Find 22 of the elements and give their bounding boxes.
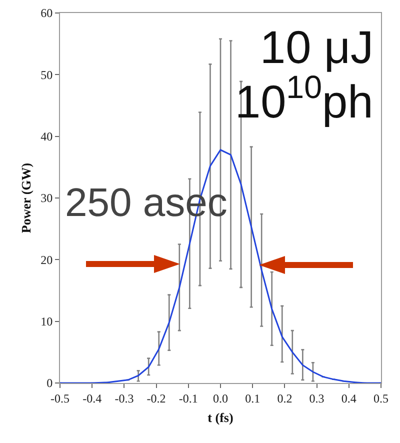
x-tick-label: 0.0	[213, 391, 228, 406]
x-axis-title: t (fs)	[208, 410, 234, 425]
y-tick-label: 20	[40, 252, 53, 267]
x-tick-label: 0.4	[341, 391, 356, 406]
x-tick-label: -0.2	[146, 391, 166, 406]
x-tick-label: 0.3	[309, 391, 324, 406]
y-tick-label: 40	[40, 130, 53, 144]
x-tick-label: 0.2	[277, 391, 292, 406]
y-tick-label: 0	[46, 376, 53, 390]
line-series	[60, 149, 381, 383]
y-tick-label: 30	[40, 191, 53, 206]
x-tick-label: 0.1	[245, 391, 260, 406]
y-tick-label: 50	[40, 68, 53, 82]
x-tick-label: -0.3	[114, 391, 134, 406]
y-axis-title: Power (GW)	[18, 162, 34, 234]
y-tick-label: 10	[40, 314, 53, 329]
x-tick-label: -0.4	[82, 391, 102, 406]
annotation: 10 μJ	[260, 21, 374, 73]
x-tick-label: -0.1	[178, 391, 198, 406]
y-tick-label: 60	[40, 6, 53, 20]
x-tick-label: -0.5	[50, 391, 70, 406]
x-tick-label: 0.5	[374, 391, 388, 406]
